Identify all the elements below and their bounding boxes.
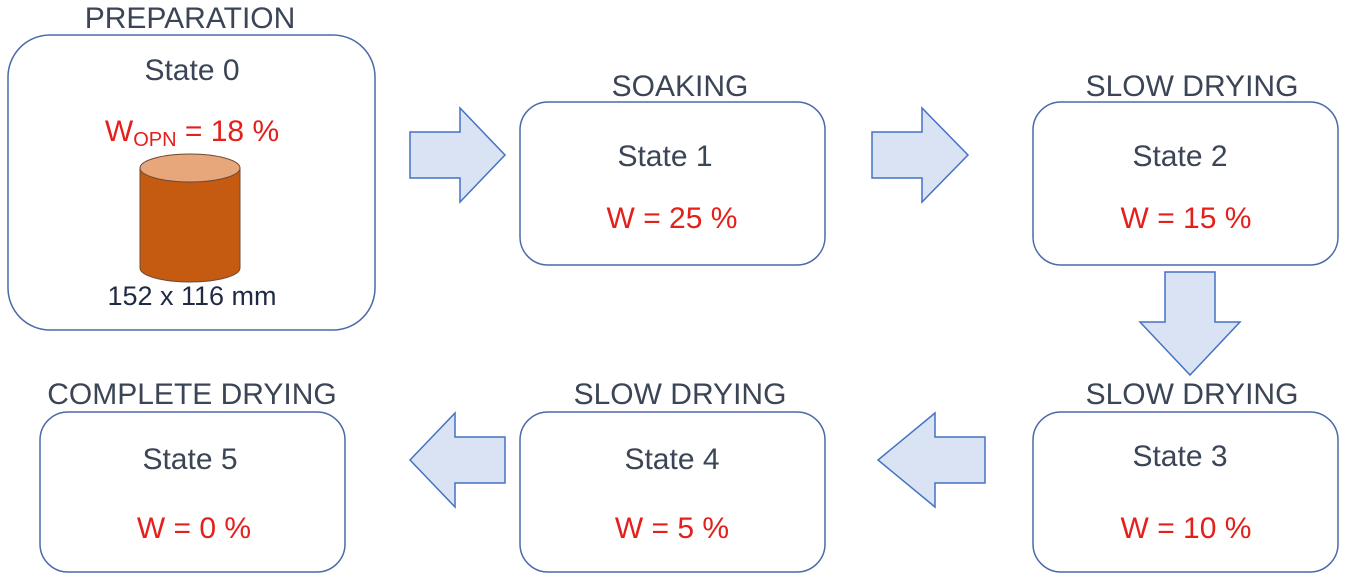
state-label: State 3: [1132, 440, 1227, 473]
arrow-down: [1138, 271, 1242, 377]
node-box: [519, 101, 826, 266]
phase-label: PREPARATION: [85, 2, 296, 35]
moisture-subscript: OPN: [133, 129, 176, 151]
arrow-right: [871, 106, 970, 204]
size-label: 152 x 116 mm: [107, 281, 276, 311]
moisture-label: W = 15 %: [1121, 202, 1252, 235]
moisture-label: W = 25 %: [607, 202, 738, 235]
state-label: State 2: [1132, 140, 1227, 173]
moisture-symbol: W: [105, 115, 134, 148]
phase-label: COMPLETE DRYING: [47, 378, 337, 411]
moisture-label: W = 10 %: [1121, 512, 1252, 545]
node-box: [519, 411, 826, 573]
phase-label: SLOW DRYING: [574, 378, 787, 411]
state-label: State 1: [617, 140, 712, 173]
phase-label: SLOW DRYING: [1086, 70, 1299, 103]
moisture-label: WOPN = 18 %: [105, 115, 279, 151]
moisture-label: W = 5 %: [615, 512, 729, 545]
arrow-left: [876, 411, 986, 509]
arrow-right: [409, 106, 507, 204]
arrow-left: [408, 411, 506, 509]
state-label: State 0: [144, 54, 239, 87]
node-box: [1032, 411, 1339, 573]
phase-label: SLOW DRYING: [1086, 378, 1299, 411]
phase-label: SOAKING: [612, 70, 749, 103]
state-label: State 4: [624, 443, 719, 476]
state-label: State 5: [142, 443, 237, 476]
node-box: [1032, 101, 1339, 266]
cylinder: [139, 153, 241, 283]
moisture-label: W = 0 %: [137, 512, 251, 545]
moisture-rest: = 18 %: [177, 115, 280, 148]
node-box: [39, 411, 346, 573]
